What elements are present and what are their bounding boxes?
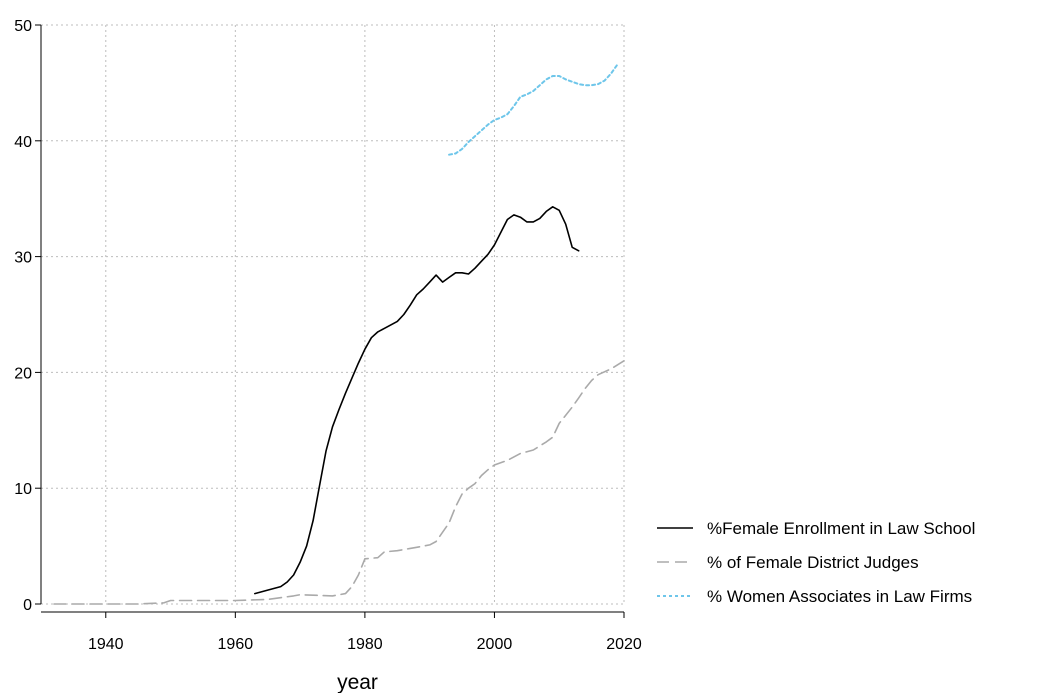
y-tick-label: 20 <box>14 365 32 382</box>
axes: 0 10 20 30 40 50 1940 1960 1980 2000 2020 <box>14 18 642 653</box>
x-tick-label: 2000 <box>477 636 513 653</box>
series-line-2 <box>53 359 625 605</box>
grid-layer <box>41 24 625 605</box>
y-tick-label: 40 <box>14 134 32 151</box>
legend-label-2: % of Female District Judges <box>707 553 919 572</box>
y-tick-label: 50 <box>14 18 32 35</box>
x-axis-title: year <box>337 671 378 693</box>
y-tick-label: 30 <box>14 250 32 267</box>
legend-label-3: % Women Associates in Law Firms <box>707 587 972 606</box>
y-tick-label: 10 <box>14 481 32 498</box>
x-tick-label: 1980 <box>347 636 383 653</box>
legend-label-1: %Female Enrollment in Law School <box>707 519 975 538</box>
x-tick-label: 1960 <box>218 636 254 653</box>
legend: %Female Enrollment in Law School % of Fem… <box>657 519 975 606</box>
series-line-3 <box>448 63 619 156</box>
y-tick-label: 0 <box>23 597 32 614</box>
x-tick-label: 2020 <box>606 636 642 653</box>
series-layer <box>53 63 625 605</box>
x-tick-label: 1940 <box>88 636 124 653</box>
series-line-1 <box>254 206 580 595</box>
